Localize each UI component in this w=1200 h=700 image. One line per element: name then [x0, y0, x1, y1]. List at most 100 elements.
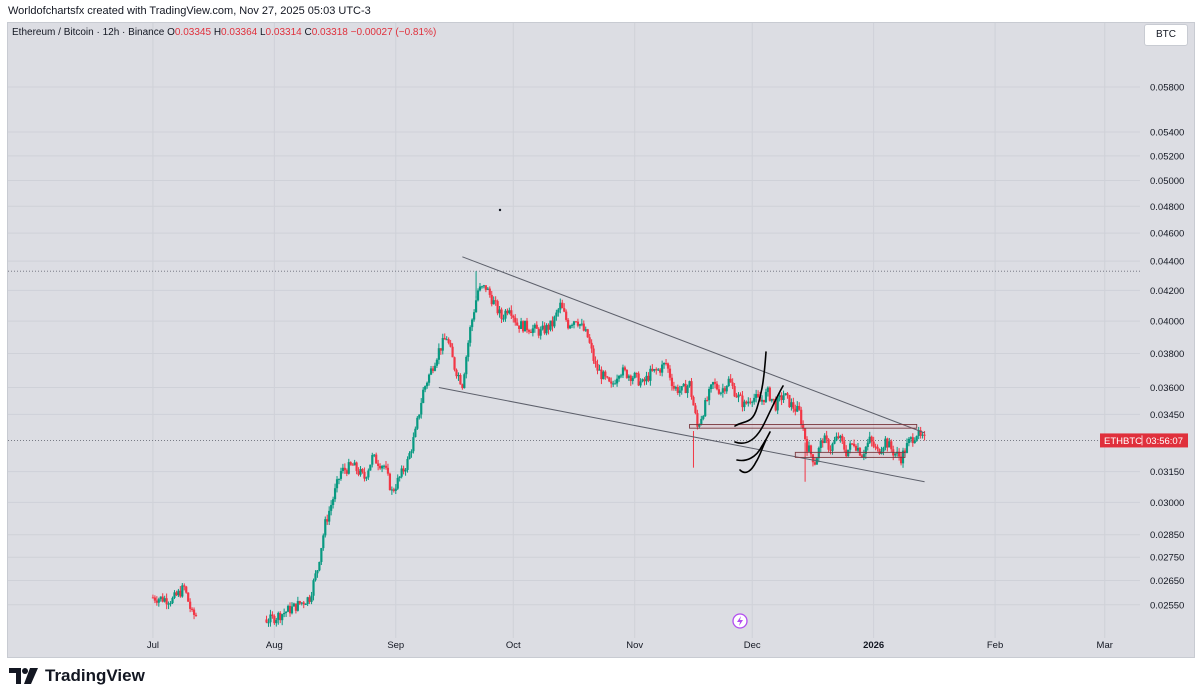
candle-body: [183, 585, 186, 587]
candle-body: [179, 590, 182, 597]
candle-body: [469, 327, 472, 343]
candle-body: [406, 458, 409, 470]
candle-body: [661, 364, 664, 373]
candle-body: [825, 435, 828, 440]
candle-body: [480, 286, 484, 288]
candle-body: [731, 382, 734, 387]
candle-body: [386, 467, 390, 474]
candle-body: [424, 386, 427, 390]
y-tick-label: 0.04000: [1150, 317, 1184, 328]
y-tick-label: 0.04400: [1150, 257, 1184, 268]
candle-body: [531, 328, 534, 333]
candle-body: [725, 386, 728, 392]
candle-body: [335, 479, 339, 489]
candle-body: [813, 462, 816, 465]
candle-body: [285, 611, 288, 613]
candle-body: [780, 395, 783, 401]
projection-curve: [739, 439, 767, 474]
candle-body: [416, 417, 419, 429]
candle-body: [882, 447, 885, 452]
currency-button[interactable]: BTC: [1144, 24, 1188, 46]
candle-body: [653, 369, 656, 371]
candle-body: [637, 373, 640, 386]
candle-body: [359, 469, 362, 475]
candle-body: [594, 360, 597, 365]
candle-body: [351, 464, 354, 466]
candle-body: [337, 478, 341, 480]
candle-body: [181, 585, 184, 597]
candle-body: [643, 379, 646, 382]
projection-curve: [736, 431, 771, 462]
candle-body: [567, 319, 570, 329]
candle-body: [326, 519, 329, 522]
chart-panel[interactable]: [7, 22, 1195, 658]
candle-body: [516, 322, 519, 326]
candle-body: [490, 294, 493, 305]
candle-body: [508, 310, 511, 314]
tradingview-icon: [9, 668, 38, 684]
candle-body: [163, 598, 166, 602]
candle-body: [727, 378, 730, 387]
y-tick-label: 0.02650: [1150, 576, 1184, 587]
candle-body: [629, 375, 632, 382]
candle-body: [426, 382, 429, 387]
candle-body: [410, 451, 413, 454]
close-value: 0.03318: [311, 27, 348, 38]
candle-body: [343, 467, 346, 471]
projection-curve: [734, 351, 767, 427]
candle-body: [492, 300, 495, 305]
y-tick-label: 0.04200: [1150, 286, 1184, 297]
candle-body: [807, 445, 811, 452]
candle-body: [739, 394, 742, 396]
symbol-legend: Ethereum / Bitcoin · 12h · Binance O0.03…: [12, 27, 436, 38]
candle-body: [275, 619, 278, 624]
chart-credit: Worldofchartsfx created with TradingView…: [8, 5, 371, 17]
candle-body: [192, 609, 196, 615]
candle-body: [429, 368, 433, 375]
candle-body: [794, 408, 797, 412]
candle-body: [349, 462, 352, 465]
candle-body: [175, 592, 178, 596]
candle-body: [831, 443, 834, 451]
candle-body: [802, 424, 805, 429]
candle-body: [279, 612, 282, 621]
candle-body: [167, 603, 170, 605]
candle-body: [563, 308, 566, 312]
candle-body: [371, 455, 374, 465]
x-tick-label: Dec: [744, 640, 761, 651]
y-tick-label: 0.04600: [1150, 229, 1184, 240]
candle-body: [919, 430, 922, 436]
x-tick-label: Aug: [266, 640, 283, 651]
candle-body: [363, 471, 366, 479]
candle-body: [292, 603, 296, 607]
candle-body: [576, 321, 580, 326]
candle-body: [557, 309, 560, 313]
candle-body: [866, 442, 869, 447]
candle-body: [296, 601, 299, 611]
candle-body: [553, 316, 556, 327]
candle-body: [903, 450, 907, 453]
x-tick-label: Sep: [387, 640, 404, 651]
candle-body: [659, 369, 662, 373]
candle-body: [441, 337, 444, 351]
candle-body: [751, 401, 754, 403]
candle-body: [733, 386, 736, 397]
candle-body: [379, 465, 382, 469]
candle-body: [849, 443, 852, 450]
candle-body: [457, 375, 460, 377]
candle-body: [535, 324, 538, 329]
candle-body: [645, 375, 648, 382]
candle-body: [353, 462, 356, 466]
candle-body: [862, 454, 865, 458]
candle-body: [717, 389, 721, 394]
candle-body: [169, 603, 172, 605]
candle-body: [177, 590, 180, 596]
candle-body: [332, 499, 335, 505]
candle-body: [298, 601, 301, 604]
candle-body: [467, 342, 470, 357]
candle-body: [845, 449, 848, 457]
candle-body: [377, 463, 380, 466]
candle-body: [743, 401, 746, 408]
candle-body: [804, 428, 807, 440]
